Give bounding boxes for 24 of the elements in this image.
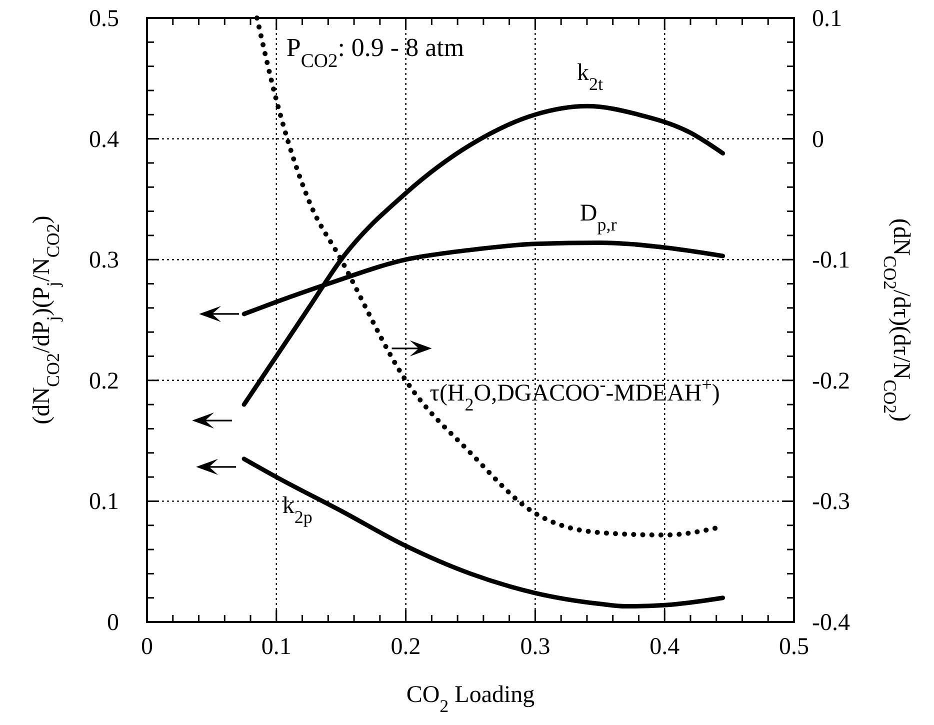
x-tick-label: 0.2 — [390, 634, 421, 660]
annotation: P$_{CO2}$: 0.9 - 8 atm — [286, 33, 464, 72]
y-tick-label: 0.3 — [89, 248, 119, 274]
y-tick-label: 0 — [107, 610, 119, 636]
x-tick-label: 0.5 — [779, 634, 809, 660]
y-tick-label: 0.1 — [89, 489, 119, 516]
series-label: D$_{p,r}$ — [580, 200, 617, 235]
y2-tick-label: 0.1 — [812, 6, 842, 32]
x-axis-title: CO$_{2}$ Loading — [406, 682, 535, 716]
y-tick-label: 0.5 — [89, 6, 119, 32]
x-tick-label: 0.3 — [520, 634, 550, 660]
y-tick-label: 0.2 — [89, 368, 119, 394]
series-label: k$_{2t}$ — [576, 60, 603, 94]
y2-tick-label: -0.2 — [812, 368, 850, 394]
series-label: k$_{2p}$ — [282, 493, 312, 528]
y2-tick-label: -0.1 — [812, 248, 850, 274]
legend-label: τ(H$_{2}$O,DGACOO$^{-}$-MDEAH$^{+}$) — [430, 374, 720, 414]
y2-tick-label: 0 — [812, 126, 824, 153]
y-tick-label: 0.4 — [89, 126, 119, 153]
x-tick-label: 0.1 — [261, 634, 292, 660]
y2-tick-label: -0.3 — [812, 489, 850, 516]
x-tick-label: 0.4 — [650, 634, 680, 660]
x-tick-label: 0 — [141, 634, 153, 660]
y2-tick-label: -0.4 — [812, 610, 850, 636]
